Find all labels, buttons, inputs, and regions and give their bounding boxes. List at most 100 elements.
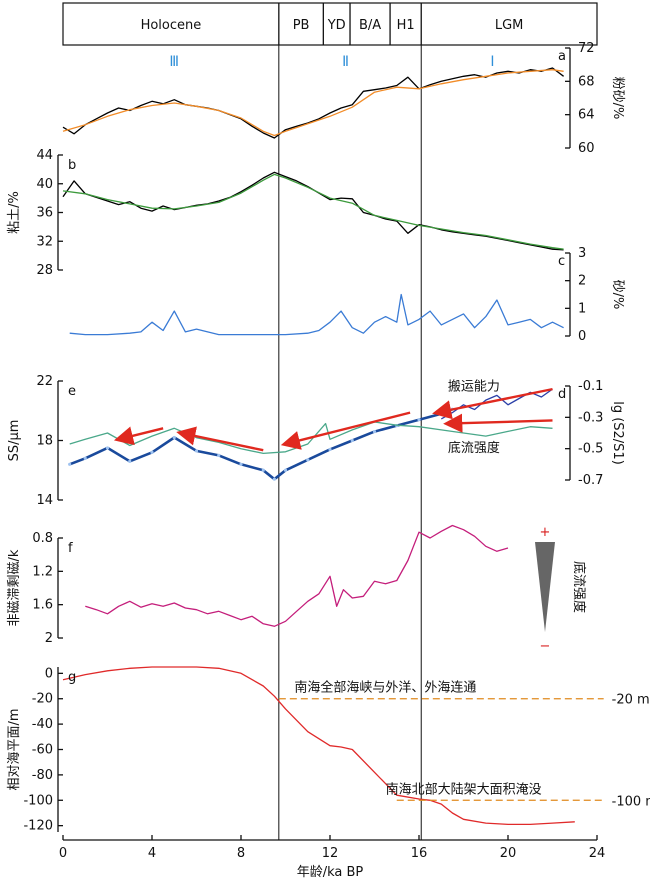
x-tick-label: 24 bbox=[589, 846, 606, 861]
series-point-e bbox=[83, 456, 87, 460]
y-tick-label-g: -120 bbox=[23, 819, 53, 834]
y-tick-label-e: 22 bbox=[36, 374, 53, 389]
y-tick-label-d: -0.3 bbox=[578, 410, 603, 425]
series-point-e bbox=[328, 447, 332, 452]
y-tick-label-f: 1.6 bbox=[32, 598, 53, 613]
period-label: B/A bbox=[359, 18, 381, 33]
strength-plus: + bbox=[540, 525, 551, 540]
period-label: YD bbox=[327, 18, 346, 33]
y-tick-label-c: 1 bbox=[578, 301, 586, 316]
series-line-e-0 bbox=[69, 408, 453, 481]
y-axis-label-a: 粉砂/% bbox=[610, 77, 625, 120]
period-label: PB bbox=[293, 18, 310, 33]
x-tick-label: 16 bbox=[411, 846, 428, 861]
frames-layer bbox=[57, 2, 598, 841]
x-tick-label: 4 bbox=[148, 846, 156, 861]
series-point-e bbox=[68, 462, 72, 466]
y-tick-label-d: -0.1 bbox=[578, 379, 603, 394]
strength-label: 底流强度 bbox=[571, 561, 587, 613]
y-tick-label-g: -60 bbox=[32, 743, 53, 758]
series-line-a-0 bbox=[62, 67, 564, 139]
trend-arrow bbox=[443, 413, 553, 433]
series-point-e bbox=[150, 450, 154, 454]
y-tick-label-f: 0.8 bbox=[32, 531, 53, 546]
y-axis-label-b: 粘土/% bbox=[7, 191, 22, 234]
y-tick-label-a: 60 bbox=[578, 141, 595, 156]
reference-note: 南海北部大陆架大面积淹没 bbox=[386, 781, 542, 797]
annotation-label: 搬运能力 bbox=[448, 380, 500, 395]
x-tick-label: 8 bbox=[237, 846, 245, 861]
y-tick-label-b: 40 bbox=[36, 177, 53, 192]
x-tick-label: 0 bbox=[59, 846, 67, 861]
series-point-e bbox=[261, 468, 265, 472]
annotation-label: 底流强度 bbox=[448, 440, 500, 456]
y-tick-label-a: 64 bbox=[578, 108, 595, 123]
stage-label: Ⅰ bbox=[490, 54, 494, 70]
y-tick-label-g: -80 bbox=[32, 768, 53, 783]
period-label: H1 bbox=[397, 18, 415, 33]
series-point-e bbox=[194, 449, 199, 453]
y-tick-label-f: 2 bbox=[45, 631, 53, 646]
series-line-g-0 bbox=[62, 666, 575, 826]
period-label: Holocene bbox=[141, 18, 202, 33]
x-axis-label: 年龄/ka BP bbox=[297, 865, 364, 880]
series-point-e bbox=[372, 429, 377, 434]
series-line-f-0 bbox=[85, 524, 509, 627]
y-tick-label-a: 72 bbox=[578, 41, 595, 56]
series-line-c-0 bbox=[69, 293, 564, 336]
trend-arrow bbox=[280, 411, 411, 450]
panel-label-c: c bbox=[558, 254, 565, 269]
series-point-e bbox=[172, 435, 176, 440]
series-point-e bbox=[128, 459, 132, 463]
series-line-b-1 bbox=[62, 173, 564, 250]
y-tick-label-a: 68 bbox=[578, 74, 595, 89]
y-tick-label-c: 0 bbox=[578, 329, 586, 344]
series-point-e bbox=[306, 458, 310, 462]
reference-note: 南海全部海峡与外洋、外海连通 bbox=[294, 680, 476, 696]
period-header-box bbox=[62, 2, 598, 46]
y-axis-label-f: 非磁滞剩磁/k bbox=[7, 549, 22, 626]
stage-label: Ⅱ bbox=[342, 54, 349, 70]
stage-label: Ⅲ bbox=[169, 54, 179, 70]
trend-arrow bbox=[176, 426, 264, 452]
y-tick-label-c: 3 bbox=[578, 246, 586, 261]
period-label: LGM bbox=[495, 18, 524, 33]
trend-arrow bbox=[113, 426, 164, 446]
series-line-b-0 bbox=[62, 171, 564, 251]
panel-label-b: b bbox=[68, 158, 76, 173]
y-axis-label-e: SS/μm bbox=[7, 420, 22, 462]
y-tick-label-g: 0 bbox=[45, 666, 53, 681]
y-tick-label-f: 1.2 bbox=[32, 564, 53, 579]
panel-label-d: d bbox=[558, 387, 566, 402]
y-tick-label-b: 36 bbox=[36, 206, 53, 221]
series-line-a-1 bbox=[62, 69, 564, 137]
series-point-e bbox=[239, 462, 243, 466]
y-axis-label-d: lg (S2/S1) bbox=[610, 401, 625, 465]
reference-label: -20 m bbox=[612, 693, 650, 708]
panel-label-a: a bbox=[558, 49, 566, 64]
panel-label-g: g bbox=[68, 670, 76, 685]
series-point-e bbox=[272, 477, 276, 481]
y-tick-label-g: -100 bbox=[23, 793, 53, 808]
panel-label-e: e bbox=[68, 384, 76, 399]
y-tick-label-d: -0.7 bbox=[578, 473, 603, 488]
y-tick-label-b: 28 bbox=[36, 263, 53, 278]
series-layer bbox=[62, 67, 604, 826]
series-point-e bbox=[105, 446, 110, 450]
panel-label-f: f bbox=[68, 541, 73, 556]
y-tick-label-e: 18 bbox=[36, 434, 53, 449]
y-tick-label-d: -0.5 bbox=[578, 442, 603, 457]
y-axis-label-g: 相对海平面/m bbox=[7, 708, 22, 790]
series-point-e bbox=[350, 438, 354, 443]
y-tick-label-c: 2 bbox=[578, 274, 586, 289]
y-tick-label-g: -40 bbox=[32, 717, 53, 732]
series-point-e bbox=[217, 453, 221, 457]
y-axis-label-c: 砂/% bbox=[610, 280, 625, 310]
series-line-d-0 bbox=[69, 421, 553, 455]
y-tick-label-b: 32 bbox=[36, 234, 53, 249]
series-point-e bbox=[417, 418, 421, 422]
strength-triangle bbox=[535, 542, 555, 632]
trend-arrow bbox=[432, 387, 553, 420]
